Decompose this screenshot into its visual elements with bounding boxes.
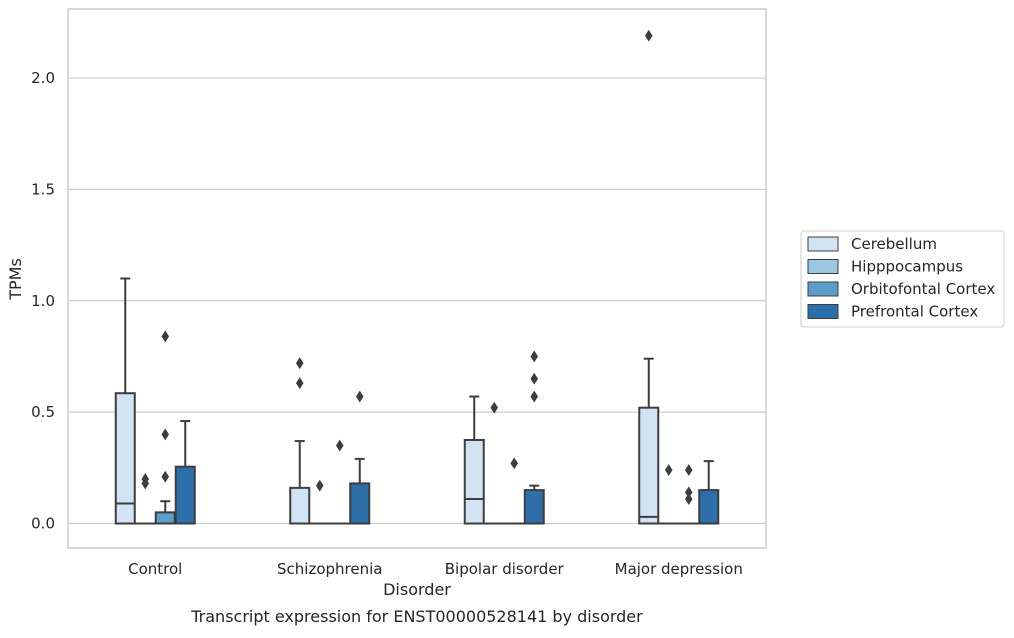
box: [525, 490, 544, 523]
box-group: [116, 279, 135, 524]
plot-frame: [68, 9, 766, 548]
legend: Cerebellum Hipppocampus Orbitofontal Corte…: [801, 231, 1004, 327]
outlier-point: [685, 487, 692, 497]
box-group: [330, 440, 349, 523]
box-group: [465, 397, 484, 524]
outlier-point: [162, 429, 169, 439]
x-tick-labels: Control Schizophrenia Bipolar disorder Majo…: [128, 560, 743, 578]
y-tick-label: 2.0: [31, 69, 55, 87]
outlier-point: [162, 331, 169, 341]
box: [699, 490, 718, 523]
box: [465, 440, 484, 524]
outlier-point: [531, 374, 538, 384]
box-group: [350, 391, 369, 523]
outlier-point: [162, 472, 169, 482]
outlier-point: [356, 391, 363, 401]
y-tick-labels: 0.0 0.5 1.0 1.5 2.0: [31, 69, 55, 532]
x-tick-label: Major depression: [615, 560, 743, 578]
outlier-point: [531, 391, 538, 401]
y-tick-label: 1.5: [31, 180, 55, 198]
grid-layer: [68, 78, 766, 523]
legend-item: Cerebellum: [808, 235, 937, 253]
box-group: [525, 351, 544, 523]
legend-swatch: [808, 237, 838, 251]
box-layer: [116, 31, 719, 524]
outlier-point: [645, 31, 652, 41]
box-group: [156, 331, 175, 523]
x-tick-label: Schizophrenia: [277, 560, 382, 578]
y-tick-label: 1.0: [31, 292, 55, 310]
outlier-point: [316, 480, 323, 490]
legend-item: Prefrontal Cortex: [808, 303, 978, 321]
outlier-point: [296, 358, 303, 368]
x-axis-label: Disorder: [383, 580, 451, 599]
box-group: [310, 480, 329, 523]
y-axis-label: TPMs: [6, 258, 25, 301]
box: [156, 512, 175, 523]
box-group: [679, 465, 698, 524]
y-tick-label: 0.0: [31, 515, 55, 533]
legend-item: Orbitofontal Cortex: [808, 280, 995, 298]
x-tick-label: Bipolar disorder: [445, 560, 565, 578]
legend-label: Cerebellum: [851, 235, 937, 253]
legend-swatch: [808, 282, 838, 296]
box-group: [176, 421, 195, 523]
outlier-point: [665, 465, 672, 475]
x-tick-label: Control: [128, 560, 182, 578]
legend-swatch: [808, 260, 838, 274]
box-group: [639, 31, 658, 524]
box: [176, 467, 195, 524]
box-group: [485, 402, 504, 523]
box-group: [136, 474, 155, 524]
outlier-point: [336, 440, 343, 450]
box-group: [505, 458, 524, 523]
outlier-point: [685, 465, 692, 475]
outlier-point: [296, 378, 303, 388]
outlier-point: [511, 458, 518, 468]
box: [350, 483, 369, 523]
box: [639, 408, 658, 524]
box-group: [290, 358, 309, 524]
legend-label: Hipppocampus: [851, 258, 963, 276]
legend-swatch: [808, 305, 838, 319]
box: [290, 488, 309, 524]
legend-label: Prefrontal Cortex: [851, 303, 978, 321]
y-tick-label: 0.5: [31, 403, 55, 421]
chart-caption: Transcript expression for ENST0000052814…: [190, 607, 643, 626]
box-group: [699, 461, 718, 523]
legend-item: Hipppocampus: [808, 258, 963, 276]
box-group: [659, 465, 678, 524]
outlier-point: [491, 402, 498, 412]
outlier-point: [531, 351, 538, 361]
legend-label: Orbitofontal Cortex: [851, 280, 995, 298]
